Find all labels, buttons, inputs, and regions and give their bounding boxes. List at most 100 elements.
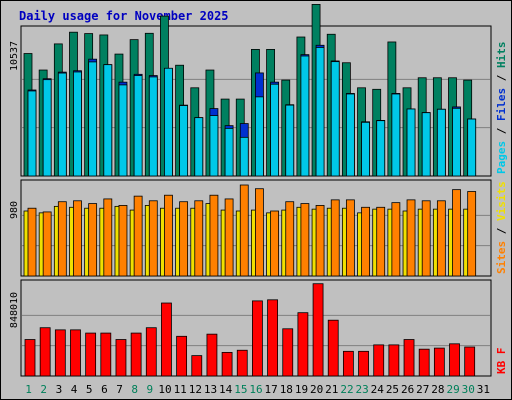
day-label-8: 8 <box>131 383 138 396</box>
bar-kb-f-day-28 <box>433 347 445 377</box>
bar-kb-f-day-10 <box>161 302 172 377</box>
bar-pages-day-28 <box>436 108 446 177</box>
bar-sites-day-24 <box>376 206 386 277</box>
panel-visits_sites: 980 Sites / Visits <box>9 179 508 277</box>
bar-pages-day-1 <box>27 90 37 177</box>
bar-kb-f-day-26 <box>403 339 415 377</box>
day-labels: 1 2 3 4 5 6 7 8 9 10 11 12 13 14 15 16 17 18 19 20 21 22 23 24 2… <box>25 383 490 396</box>
bar-kb-f-day-16 <box>252 300 263 377</box>
bar-pages-day-13 <box>209 115 219 177</box>
bar-sites-day-6 <box>103 198 113 277</box>
bar-pages-day-20 <box>315 47 325 177</box>
bar-kb-f-day-27 <box>418 348 430 377</box>
bar-pages-day-26 <box>406 108 416 177</box>
ymax-label-kbf: 848010 <box>9 292 20 328</box>
bar-pages-day-25 <box>391 93 401 177</box>
day-label-17: 17 <box>265 383 278 396</box>
day-label-12: 12 <box>189 383 202 396</box>
bar-pages-day-23 <box>361 121 370 177</box>
bar-pages-day-12 <box>194 117 204 177</box>
bar-sites-day-27 <box>421 200 431 277</box>
bar-sites-day-4 <box>73 200 82 277</box>
day-label-31: 31 <box>477 383 490 396</box>
bar-sites-day-7 <box>118 205 128 277</box>
bar-pages-day-4 <box>73 71 82 177</box>
day-label-10: 10 <box>158 383 171 396</box>
day-label-1: 1 <box>25 383 32 396</box>
bar-sites-day-11 <box>179 201 189 277</box>
bar-sites-day-10 <box>164 194 173 277</box>
chart-panels: 10537 Pages / Files / Hits 980 Sites / Visi… <box>9 3 508 377</box>
legend-kbf: KB F <box>495 348 508 375</box>
bar-sites-day-9 <box>148 200 158 277</box>
bar-kb-f-day-8 <box>130 332 142 377</box>
day-label-21: 21 <box>325 383 338 396</box>
bar-pages-day-8 <box>133 75 143 177</box>
ymax-label-visits_sites: 980 <box>9 201 20 219</box>
day-label-2: 2 <box>40 383 47 396</box>
bar-pages-day-18 <box>285 104 295 177</box>
bar-kb-f-day-25 <box>388 344 400 377</box>
bar-sites-day-29 <box>452 189 461 277</box>
bar-pages-day-21 <box>330 61 340 177</box>
bar-sites-day-3 <box>57 201 67 277</box>
bar-kb-f-day-13 <box>206 333 218 377</box>
bar-pages-day-14 <box>224 127 234 177</box>
bar-pages-day-7 <box>118 84 128 177</box>
legend-item-kb-f: KB F <box>495 348 508 375</box>
day-label-22: 22 <box>340 383 353 396</box>
bar-kb-f-day-15 <box>236 349 248 377</box>
day-label-16: 16 <box>249 383 262 396</box>
bar-pages-day-5 <box>88 61 98 177</box>
bar-sites-day-19 <box>300 203 310 277</box>
bar-kb-f-day-30 <box>464 346 476 377</box>
bar-pages-day-30 <box>467 118 477 177</box>
bar-sites-day-23 <box>361 206 370 277</box>
bar-pages-day-22 <box>345 93 355 177</box>
legend-hits_files_pages: Pages / Files / Hits <box>495 42 508 175</box>
day-label-28: 28 <box>431 383 444 396</box>
bar-kb-f-day-1 <box>24 339 36 377</box>
bar-sites-day-16 <box>255 188 264 277</box>
day-label-27: 27 <box>416 383 429 396</box>
bar-kb-f-day-6 <box>100 332 112 377</box>
day-label-5: 5 <box>86 383 93 396</box>
bar-kb-f-day-22 <box>342 350 354 377</box>
bar-sites-day-15 <box>239 184 249 277</box>
day-label-25: 25 <box>386 383 399 396</box>
day-label-14: 14 <box>219 383 233 396</box>
bar-kb-f-day-17 <box>267 299 278 377</box>
bar-kb-f-day-3 <box>54 329 66 377</box>
bar-pages-day-27 <box>421 112 431 177</box>
day-label-29: 29 <box>446 383 459 396</box>
bar-kb-f-day-23 <box>358 350 369 377</box>
bar-sites-day-12 <box>194 200 204 277</box>
legend-item-hits: Hits <box>495 42 508 69</box>
bar-pages-day-16 <box>255 96 264 177</box>
day-label-7: 7 <box>116 383 123 396</box>
day-label-15: 15 <box>234 383 247 396</box>
legend-item-sites: Sites <box>495 241 508 274</box>
legend-item-files: Files <box>495 88 508 121</box>
bar-kb-f-day-5 <box>85 332 97 377</box>
bar-kb-f-day-4 <box>70 329 81 377</box>
legend-visits_sites: Sites / Visits <box>495 181 508 274</box>
bar-pages-day-10 <box>164 67 173 177</box>
bar-sites-day-17 <box>270 210 279 277</box>
day-label-13: 13 <box>204 383 217 396</box>
day-label-3: 3 <box>56 383 63 396</box>
bar-pages-day-19 <box>300 55 310 177</box>
bar-sites-day-21 <box>330 199 340 277</box>
bar-pages-day-11 <box>179 105 189 177</box>
bar-pages-day-15 <box>239 136 249 177</box>
bar-kb-f-day-12 <box>191 355 203 377</box>
bar-sites-day-8 <box>133 195 143 277</box>
bar-sites-day-18 <box>285 201 295 277</box>
bar-kb-f-day-20 <box>312 283 324 377</box>
bar-kb-f-day-2 <box>39 327 51 377</box>
bar-kb-f-day-19 <box>297 312 309 377</box>
day-label-18: 18 <box>280 383 293 396</box>
day-label-23: 23 <box>356 383 369 396</box>
bar-pages-day-17 <box>270 83 279 177</box>
bar-sites-day-5 <box>88 203 98 277</box>
